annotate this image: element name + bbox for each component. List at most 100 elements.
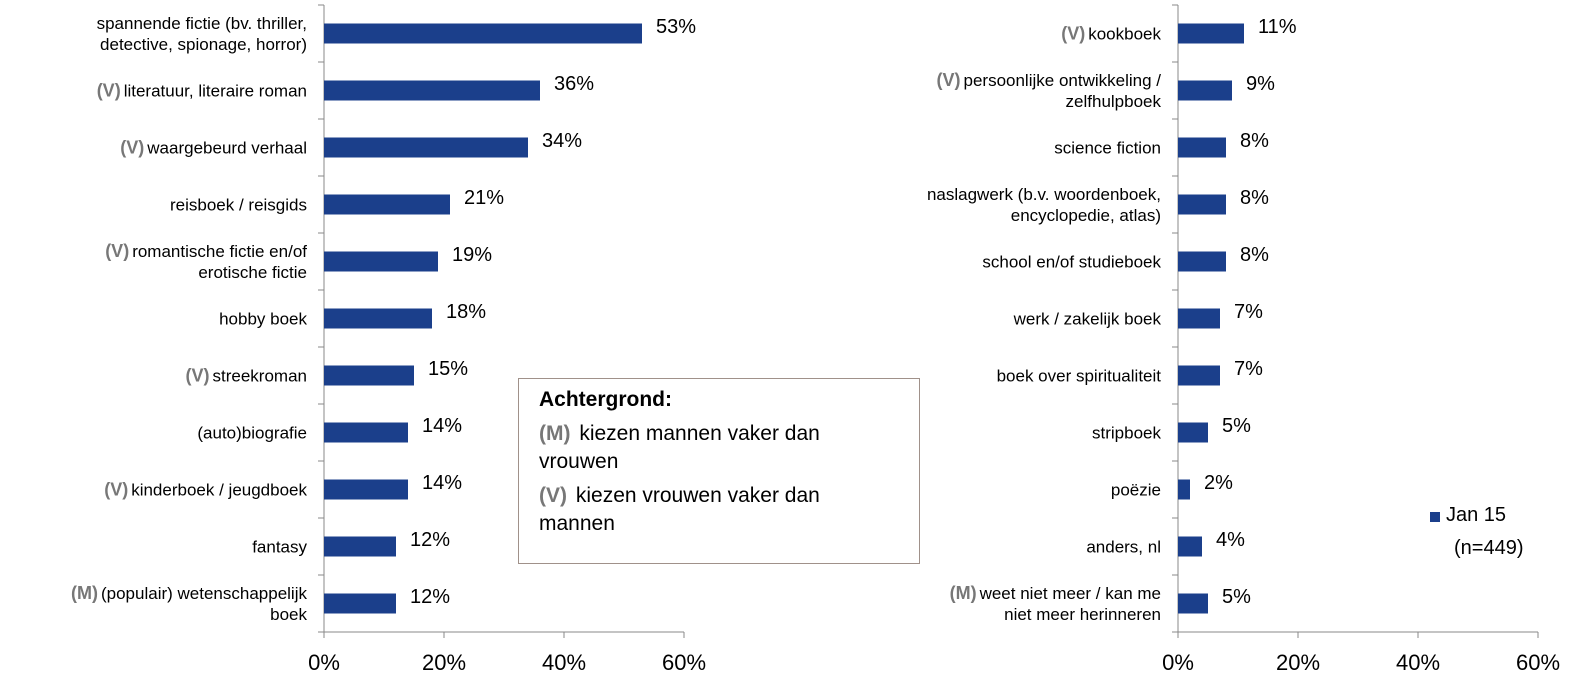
bar [1178, 137, 1226, 158]
category-text: romantische fictie en/of erotische ficti… [132, 241, 307, 282]
category-label: science fiction [861, 137, 1161, 158]
value-label: 12% [410, 529, 450, 551]
x-tick-label: 40% [1396, 650, 1440, 675]
bar [1178, 479, 1190, 500]
value-label: 36% [554, 73, 594, 95]
bar [1178, 536, 1202, 557]
value-label: 5% [1222, 586, 1251, 608]
category-marker: (V) [120, 137, 145, 157]
category-text: reisboek / reisgids [169, 195, 307, 214]
category-marker: (M) [71, 582, 98, 603]
bar [1178, 365, 1220, 386]
bar [1178, 308, 1220, 329]
annotation-marker: (V) [539, 484, 567, 507]
annotation-title: Achtergrond: [539, 388, 672, 411]
value-label: 21% [464, 187, 504, 209]
category-marker: (V) [185, 365, 210, 385]
annotation-text: kiezen vrouwen vaker dan mannen [539, 484, 820, 535]
category-marker: (V) [96, 80, 121, 100]
bar [324, 194, 450, 215]
value-label: 8% [1240, 244, 1269, 266]
legend-note: (n=449) [1454, 537, 1524, 559]
category-label: (V) romantische fictie en/of erotische fi… [7, 241, 307, 283]
category-marker: (M) [949, 582, 977, 603]
bar [1178, 194, 1226, 215]
category-label: school en/of studieboek [861, 251, 1161, 272]
bar [1178, 80, 1232, 101]
value-label: 53% [656, 16, 696, 38]
category-label: (V) kinderboek / jeugdboek [7, 479, 307, 500]
category-label: stripboek [861, 422, 1161, 443]
category-text: school en/of studieboek [982, 252, 1161, 271]
bar [324, 251, 438, 272]
bar [324, 365, 414, 386]
category-label: (V) waargebeurd verhaal [7, 137, 307, 158]
category-label: (auto)biografie [7, 422, 307, 443]
category-text: boek over spiritualiteit [996, 366, 1161, 385]
category-text: streekroman [212, 366, 307, 385]
category-label: (M) weet niet meer / kan me niet meer her… [861, 583, 1161, 625]
x-tick-label: 60% [662, 650, 706, 675]
value-label: 14% [422, 472, 462, 494]
category-label: (V) kookboek [861, 23, 1161, 44]
value-label: 8% [1240, 187, 1269, 209]
value-label: 18% [446, 301, 486, 323]
category-text: kookboek [1088, 24, 1161, 43]
value-label: 7% [1234, 301, 1263, 323]
x-tick-label: 20% [1276, 650, 1320, 675]
category-text: (populair) wetenschappelijk boek [100, 583, 307, 624]
category-label: (V) streekroman [7, 365, 307, 386]
category-text: waargebeurd verhaal [147, 138, 307, 157]
category-label: naslagwerk (b.v. woordenboek, encycloped… [861, 184, 1161, 226]
category-text: persoonlijke ontwikkeling / zelfhulpboek [963, 70, 1162, 111]
category-text: literatuur, literaire roman [123, 81, 307, 100]
category-text: naslagwerk (b.v. woordenboek, encycloped… [926, 184, 1161, 225]
value-label: 2% [1204, 472, 1233, 494]
annotation-item: (V) kiezen vrouwen vaker dan mannen [539, 482, 899, 538]
bar [1178, 23, 1244, 44]
category-text: spannende fictie (bv. thriller, detectiv… [96, 13, 307, 54]
value-label: 15% [428, 358, 468, 380]
value-label: 12% [410, 586, 450, 608]
x-tick-label: 20% [422, 650, 466, 675]
value-label: 34% [542, 130, 582, 152]
category-label: spannende fictie (bv. thriller, detectiv… [7, 13, 307, 55]
x-tick-label: 40% [542, 650, 586, 675]
category-text: science fiction [1054, 138, 1161, 157]
category-label: anders, nl [861, 536, 1161, 557]
x-tick-label: 0% [308, 650, 340, 675]
bar [324, 137, 528, 158]
x-tick-label: 60% [1516, 650, 1560, 675]
bar [324, 23, 642, 44]
category-label: reisboek / reisgids [7, 194, 307, 215]
value-label: 5% [1222, 415, 1251, 437]
value-label: 14% [422, 415, 462, 437]
category-label: (V) persoonlijke ontwikkeling / zelfhulpb… [861, 69, 1162, 112]
category-label: (M) (populair) wetenschappelijk boek [7, 583, 307, 625]
value-label: 9% [1246, 73, 1275, 95]
category-marker: (V) [104, 479, 129, 499]
value-label: 4% [1216, 529, 1245, 551]
bar [324, 536, 396, 557]
annotation-marker: (M) [539, 422, 571, 445]
category-marker: (V) [936, 69, 961, 90]
category-label: fantasy [7, 536, 307, 557]
x-tick-label: 0% [1162, 650, 1194, 675]
category-text: weet niet meer / kan me niet meer herinn… [979, 583, 1161, 624]
category-label: werk / zakelijk boek [861, 308, 1161, 329]
category-label: boek over spiritualiteit [861, 365, 1161, 386]
category-marker: (V) [105, 240, 130, 261]
category-label: (V) literatuur, literaire roman [7, 80, 307, 101]
category-text: hobby boek [219, 309, 307, 328]
annotation-item: (M) kiezen mannen vaker dan vrouwen [539, 420, 899, 476]
bar [324, 80, 540, 101]
annotation-box: Achtergrond: (M) kiezen mannen vaker dan… [518, 378, 920, 564]
value-label: 19% [452, 244, 492, 266]
category-text: anders, nl [1086, 537, 1161, 556]
category-text: werk / zakelijk boek [1013, 309, 1161, 328]
bar [1178, 422, 1208, 443]
category-text: kinderboek / jeugdboek [131, 480, 307, 499]
category-text: stripboek [1092, 423, 1161, 442]
